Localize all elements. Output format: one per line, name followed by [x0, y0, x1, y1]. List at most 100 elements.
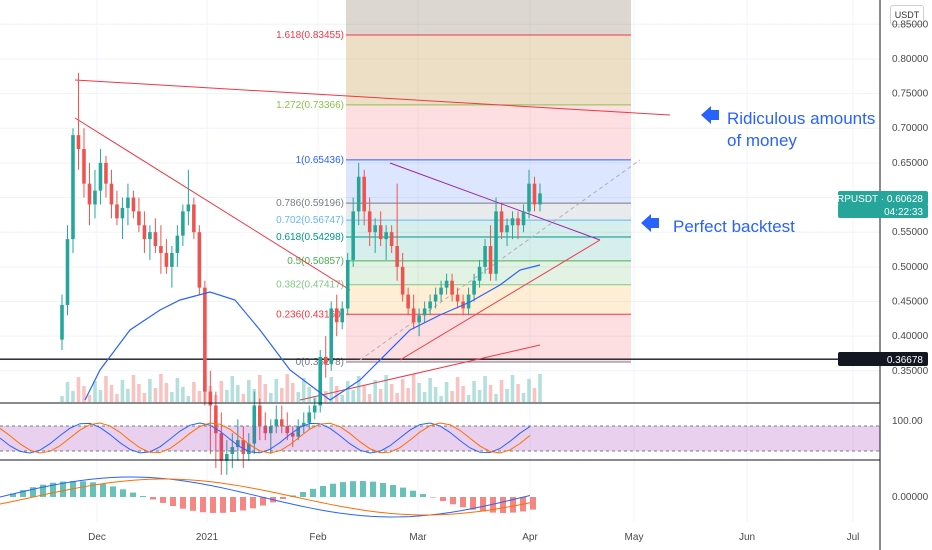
volume-bar: [252, 389, 257, 402]
candle-body: [538, 193, 542, 205]
volume-bar: [296, 392, 301, 402]
price-tick-label: 0.55000: [892, 227, 929, 238]
volume-bar: [159, 374, 163, 402]
fib-level-label: 0.236(0.43160): [276, 309, 344, 320]
price-tag: [838, 204, 928, 218]
volume-bar: [362, 385, 366, 402]
volume-bar: [521, 393, 526, 402]
candle-body: [367, 211, 372, 233]
volume-bar: [444, 382, 449, 402]
stoch-band: [0, 426, 880, 451]
macd-histogram-bar: [410, 490, 416, 497]
volume-bar: [230, 376, 235, 402]
candle-body: [115, 204, 119, 219]
volume-bar: [214, 395, 218, 402]
candle-body: [494, 211, 498, 274]
candle-body: [230, 447, 235, 454]
volume-bar: [164, 383, 169, 402]
macd-histogram-bar: [380, 483, 386, 497]
price-tick-label: 0.45000: [892, 297, 929, 308]
volume-bar: [131, 375, 136, 402]
volume-bar: [527, 379, 531, 402]
currency-label[interactable]: USDT: [890, 5, 924, 25]
stoch-tick-label: 100.00: [892, 416, 923, 427]
fib-level-label: 0.618(0.54298): [276, 232, 344, 243]
candle-body: [312, 405, 317, 413]
macd-tick-label: 0.00000: [892, 492, 929, 503]
candle-body: [532, 183, 537, 205]
volume-bar: [186, 396, 191, 402]
price-tick-label: 0.50000: [892, 262, 929, 273]
candle-body: [323, 356, 328, 364]
fib-zone: [346, 34, 631, 105]
indicators-layer: [0, 402, 880, 518]
price-tag-text: XRPUSDT · 0.60628: [830, 194, 923, 205]
candle-body: [422, 308, 427, 316]
candle-body: [400, 266, 405, 295]
candle-body: [159, 246, 163, 253]
candle-body: [170, 252, 174, 267]
candle-body: [527, 183, 531, 212]
price-tag: [838, 191, 928, 205]
fib-level-label: 0.786(0.59196): [276, 198, 344, 209]
macd-histogram-bar: [280, 497, 286, 499]
price-tick-label: 0.35000: [892, 366, 929, 377]
macd-histogram-bar: [210, 497, 216, 513]
macd-histogram-bar: [340, 482, 346, 497]
stoch-d-line: [0, 422, 531, 454]
candle-body: [483, 246, 487, 267]
candle-body: [455, 294, 460, 302]
candle-body: [356, 176, 361, 212]
candle-body: [104, 162, 108, 184]
volume-bar: [170, 392, 174, 402]
candle-body: [76, 135, 81, 150]
candle-body: [466, 294, 471, 309]
macd-histogram-bar: [90, 482, 96, 497]
volume-bar: [395, 393, 399, 402]
volume-bar: [290, 383, 295, 402]
fib-zone: [346, 314, 631, 362]
macd-histogram-bar: [80, 481, 86, 497]
volume-bar: [137, 384, 141, 402]
volume-bar: [494, 394, 498, 402]
candle-body: [93, 190, 97, 205]
candle-body: [340, 308, 344, 323]
candle-body: [252, 405, 257, 444]
volume-bar: [208, 386, 213, 402]
price-tag: [838, 352, 928, 366]
fib-extension-layer: 0(0.36278)0.236(0.43160)0.382(0.47417)0.…: [276, 0, 631, 368]
volume-bar: [499, 380, 504, 402]
macd-histogram-bar: [30, 487, 36, 497]
candle-body: [247, 443, 251, 454]
volume-bar: [153, 388, 158, 402]
price-tick-label: 0.70000: [892, 123, 929, 134]
volume-bar: [488, 385, 493, 402]
volume-bar: [192, 382, 196, 402]
volume-bar: [483, 376, 487, 402]
price-tick-label: 0.65000: [892, 158, 929, 169]
fib-zone: [346, 0, 631, 35]
macd-histogram-bar: [160, 497, 166, 503]
macd-histogram-bar: [60, 481, 66, 497]
price-tick-label: 0.40000: [892, 331, 929, 342]
macd-histogram-bar: [500, 497, 506, 513]
volume-bar: [417, 383, 421, 402]
macd-histogram-bar: [300, 492, 306, 497]
macd-signal-line: [0, 478, 531, 516]
volume-bar: [148, 379, 152, 402]
volume-bar: [120, 380, 125, 402]
volume-bar: [307, 387, 312, 402]
volume-bar: [477, 390, 482, 402]
annotations-layer: XRPUSDT · 0.60628 04:22:33 0.36678 Ridiculo…: [641, 106, 928, 366]
volume-bar: [428, 378, 432, 402]
candle-body: [236, 440, 240, 448]
candle-body: [274, 419, 279, 427]
candles-layer: [60, 72, 542, 475]
volume-bar: [389, 384, 394, 402]
candle-body: [307, 412, 312, 423]
fib-zone: [346, 284, 631, 315]
volume-bar: [65, 382, 70, 402]
candle-body: [241, 440, 246, 454]
stoch-k-line: [0, 422, 531, 454]
candle-body: [411, 308, 416, 323]
